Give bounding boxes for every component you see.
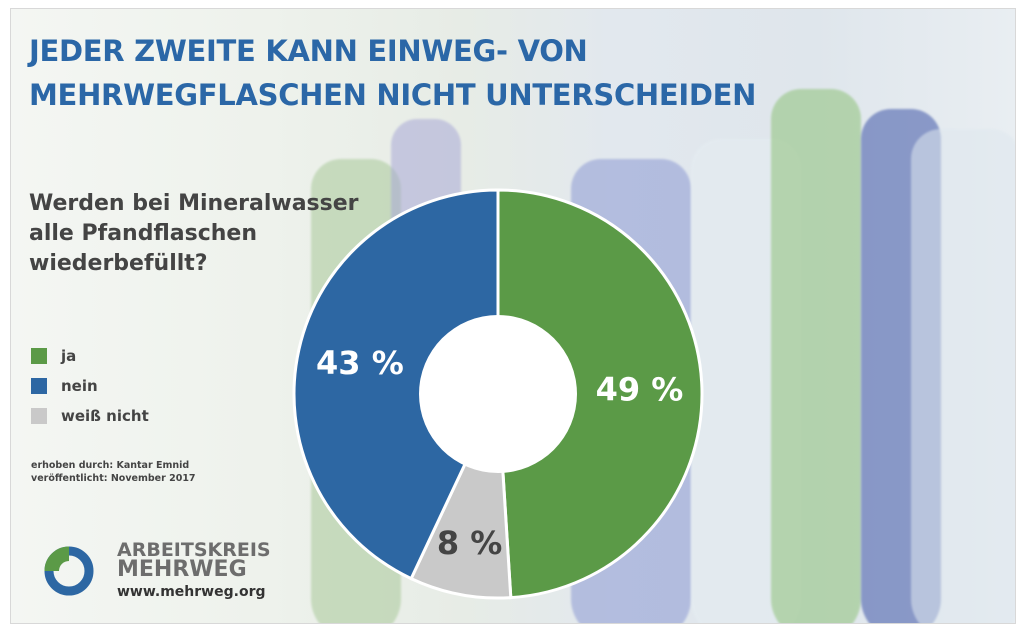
legend-label: nein xyxy=(61,377,98,395)
data-label: 8 % xyxy=(437,524,502,562)
data-label: 43 % xyxy=(316,344,404,382)
title-line: JEDER ZWEITE KANN EINWEG- VON xyxy=(29,34,588,68)
logo-line1: ARBEITSKREIS xyxy=(117,539,271,561)
donut-slice-ja xyxy=(496,188,704,600)
logo[interactable]: ARBEITSKREIS MEHRWEG www.mehrweg.org xyxy=(37,539,271,603)
bottle-background xyxy=(771,89,861,623)
donut-slice-nein xyxy=(292,188,500,581)
legend-item-ja: ja xyxy=(31,341,149,371)
legend-item-weiss-nicht: weiß nicht xyxy=(31,401,149,431)
legend-label: weiß nicht xyxy=(61,407,149,425)
source-line: erhoben durch: Kantar Emnid xyxy=(31,460,190,471)
bottle-background xyxy=(911,129,1015,623)
logo-line2: MEHRWEG xyxy=(117,557,247,582)
question-line: wiederbefüllt? xyxy=(29,251,208,276)
published-line: veröffentlicht: November 2017 xyxy=(31,473,196,484)
legend-swatch-gray xyxy=(31,408,47,424)
mehrweg-logo-icon xyxy=(44,546,94,596)
question-line: alle Pfandflaschen xyxy=(29,221,257,246)
logo-url-link[interactable]: www.mehrweg.org xyxy=(117,584,266,600)
legend-swatch-green xyxy=(31,348,47,364)
page-title: JEDER ZWEITE KANN EINWEG- VON MEHRWEGFLA… xyxy=(29,29,756,117)
donut-hole xyxy=(419,315,577,473)
chart-question: Werden bei Mineralwasser alle Pfandflasc… xyxy=(29,189,359,279)
legend: ja nein weiß nicht xyxy=(31,341,149,431)
question-line: Werden bei Mineralwasser xyxy=(29,191,359,216)
data-label: 49 % xyxy=(596,371,684,409)
legend-swatch-blue xyxy=(31,378,47,394)
legend-label: ja xyxy=(61,347,77,365)
source-note: erhoben durch: Kantar Emnid veröffentlic… xyxy=(31,459,196,485)
title-line: MEHRWEGFLASCHEN NICHT UNTERSCHEIDEN xyxy=(29,78,757,112)
legend-item-nein: nein xyxy=(31,371,149,401)
